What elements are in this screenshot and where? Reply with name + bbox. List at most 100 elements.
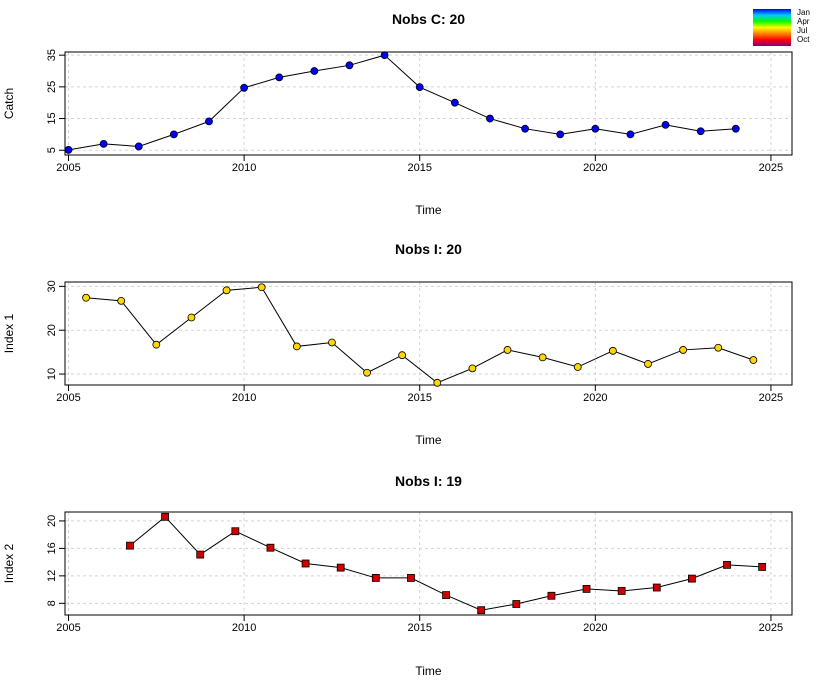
season-legend: Jan Apr Jul Oct [753, 8, 810, 46]
y-tick-label: 20 [46, 515, 58, 527]
data-point [433, 378, 442, 387]
data-point [538, 353, 547, 362]
data-point [608, 346, 617, 355]
x-tick-label: 2005 [56, 622, 80, 634]
data-point [407, 574, 415, 582]
data-point [749, 356, 758, 364]
data-point [64, 146, 73, 154]
data-point [82, 293, 90, 302]
data-point [161, 512, 169, 521]
data-point [371, 574, 380, 582]
plot-frame [64, 51, 793, 156]
data-point [152, 340, 161, 349]
data-point [450, 98, 459, 107]
x-tick-label: 2025 [759, 392, 783, 404]
x-tick-label: 2015 [407, 622, 431, 634]
data-point [415, 83, 424, 92]
data-point [345, 61, 354, 70]
data-point [328, 338, 336, 347]
x-tick-label: 2020 [583, 162, 607, 174]
legend-label-jul: Jul [797, 26, 807, 35]
data-point [468, 364, 477, 373]
x-axis-label: Time [415, 433, 442, 447]
data-point [257, 283, 266, 292]
x-tick-label: 2015 [407, 162, 431, 174]
x-tick-label: 2010 [232, 622, 256, 634]
y-tick-label: 16 [46, 542, 58, 554]
data-point [310, 67, 319, 75]
data-point [380, 51, 389, 60]
season-legend-colorbar [753, 9, 791, 46]
y-tick-label: 30 [46, 280, 58, 292]
legend-label-apr: Apr [797, 17, 810, 26]
data-point [723, 560, 731, 569]
data-point [231, 527, 240, 536]
data-point [275, 73, 284, 82]
data-point [503, 346, 512, 354]
data-point [187, 313, 196, 322]
data-point [266, 543, 275, 552]
data-point [477, 606, 486, 615]
x-tick-label: 2005 [56, 392, 80, 404]
legend-label-jan: Jan [797, 8, 810, 17]
plot-frame [64, 511, 793, 616]
data-point [652, 583, 661, 592]
panel-1: 2005 2010 2015 2020 2025 5 15 25 35 Nobs C: 20 Tim… [2, 11, 793, 217]
panel-title: Nobs I: 19 [395, 473, 462, 489]
data-point [196, 550, 205, 559]
x-tick-label: 2015 [407, 392, 431, 404]
series-line [68, 54, 736, 151]
data-point [292, 342, 301, 351]
data-point [556, 130, 565, 139]
x-axis-label: Time [415, 664, 442, 678]
data-point [301, 559, 310, 568]
panel-3: 2005 2010 2015 2020 2025 8 12 16 20 Nobs I: 19 Tim… [2, 473, 793, 678]
x-tick-label: 2005 [56, 162, 80, 174]
data-point [169, 130, 178, 139]
data-point [626, 130, 635, 139]
y-axis-label: Index 2 [2, 543, 16, 583]
data-point [363, 368, 371, 377]
data-point [731, 124, 740, 133]
data-point [336, 563, 345, 572]
y-axis-label: Index 1 [2, 313, 16, 353]
x-tick-label: 2010 [232, 392, 256, 404]
data-point [126, 541, 134, 550]
data-point [696, 127, 705, 136]
data-point [99, 140, 108, 148]
data-point [398, 351, 407, 360]
panel-title: Nobs C: 20 [392, 11, 465, 27]
x-tick-label: 2020 [583, 392, 607, 404]
data-point [582, 585, 591, 593]
data-point [442, 591, 450, 599]
data-point [512, 600, 521, 608]
x-tick-label: 2010 [232, 162, 256, 174]
data-point [688, 574, 696, 583]
data-point [714, 343, 723, 352]
legend-label-oct: Oct [797, 35, 810, 44]
data-point [240, 83, 249, 92]
data-point [758, 563, 767, 571]
data-point [521, 124, 529, 133]
x-tick-label: 2025 [759, 622, 783, 634]
data-point [617, 587, 626, 595]
data-point [644, 360, 652, 368]
y-tick-label: 10 [46, 368, 58, 380]
series-line [86, 286, 754, 384]
data-point [679, 346, 688, 354]
data-point [661, 120, 670, 129]
x-tick-label: 2025 [759, 162, 783, 174]
y-tick-label: 5 [46, 147, 58, 153]
panel-title: Nobs I: 20 [395, 241, 462, 257]
data-point [547, 591, 556, 600]
data-point [573, 363, 582, 371]
panel-2: 2005 2010 2015 2020 2025 10 20 30 Nobs I: 20 Time… [2, 241, 793, 447]
y-tick-label: 25 [46, 81, 58, 93]
y-tick-label: 35 [46, 49, 58, 61]
y-axis-label: Catch [2, 88, 16, 119]
data-point [205, 117, 213, 126]
data-point [134, 142, 143, 151]
data-point [591, 124, 600, 133]
data-point [222, 286, 231, 295]
